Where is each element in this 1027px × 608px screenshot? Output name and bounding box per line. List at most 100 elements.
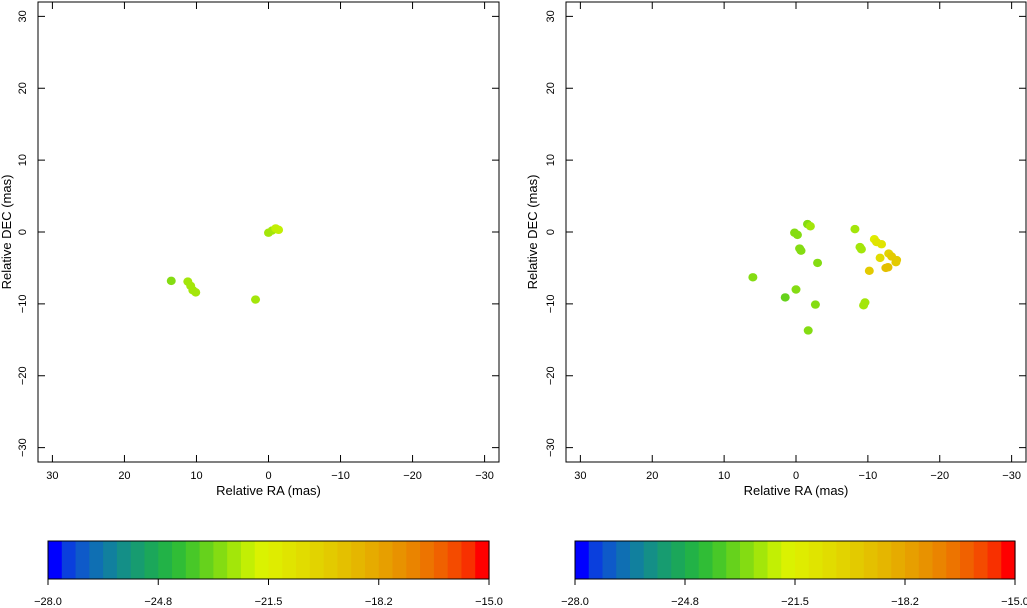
data-point xyxy=(875,253,885,263)
colorbar-swatch xyxy=(973,541,989,579)
colorbar-swatch xyxy=(254,541,270,579)
data-point xyxy=(892,255,902,265)
colorbar-swatch xyxy=(1001,541,1016,579)
data-point xyxy=(805,222,815,231)
colorbar-swatch xyxy=(433,541,449,579)
x-tick-label: −30 xyxy=(1002,470,1021,482)
colorbar-tick-label: −15.0 xyxy=(475,596,503,608)
data-point xyxy=(813,258,823,268)
colorbar-swatch xyxy=(726,541,741,579)
colorbar-swatch xyxy=(795,541,810,579)
data-points xyxy=(748,219,902,335)
colorbar-swatch xyxy=(240,541,256,579)
colorbar-swatch xyxy=(905,541,920,579)
x-axis-label: Relative RA (mas) xyxy=(216,483,321,498)
data-point xyxy=(877,240,887,249)
colorbar-tick-label: −18.2 xyxy=(365,596,393,608)
y-tick-label: −30 xyxy=(17,438,29,457)
colorbar-swatch xyxy=(657,541,672,579)
data-point xyxy=(796,246,806,255)
colorbar-swatch xyxy=(712,541,727,579)
x-tick-label: 30 xyxy=(574,470,586,482)
colorbar-swatch xyxy=(323,541,339,579)
colorbar-swatch xyxy=(891,541,906,579)
colorbar-swatch xyxy=(185,541,201,579)
colorbar-swatch xyxy=(698,541,714,579)
tick-labels: 30 20 10 0 −10 −20 −30 −30 −20 −10 0 10 20 30 xyxy=(17,10,494,482)
x-tick-label: −20 xyxy=(930,470,949,482)
colorbar-swatch xyxy=(877,541,892,579)
x-tick-label: 30 xyxy=(46,470,58,482)
colorbar-swatch xyxy=(767,541,782,579)
data-point xyxy=(251,295,261,304)
data-point xyxy=(191,288,201,297)
tick-labels: 30 20 10 0 −10 −20 −30 −30 −20 −10 0 10 20 30 xyxy=(545,10,1021,482)
colorbar-swatch xyxy=(836,541,851,579)
colorbar-swatch xyxy=(960,541,975,579)
x-tick-label: −30 xyxy=(475,470,494,482)
y-tick-label: −10 xyxy=(545,295,557,314)
colorbar-swatch xyxy=(103,541,118,579)
colorbar-swatch xyxy=(575,541,590,579)
colorbar-swatch xyxy=(296,541,311,579)
y-tick-label: −10 xyxy=(17,295,29,314)
y-tick-label: 0 xyxy=(545,229,557,235)
data-point xyxy=(166,276,176,286)
colorbar-swatch xyxy=(420,541,435,579)
colorbar-swatch xyxy=(753,541,769,579)
right-colorbar: −28.0 −24.8 −21.5 −18.2 −15.0 xyxy=(561,540,1027,608)
colorbar-swatch xyxy=(918,541,934,579)
data-point xyxy=(803,326,813,335)
data-point xyxy=(883,263,893,272)
y-tick-label: −20 xyxy=(545,366,557,385)
data-point xyxy=(856,245,866,254)
y-tick-label: −20 xyxy=(17,366,29,385)
colorbar-tick-label: −24.8 xyxy=(671,596,699,608)
data-point xyxy=(850,224,860,234)
colorbar-swatch xyxy=(268,541,283,579)
colorbar-swatch xyxy=(932,541,947,579)
data-point xyxy=(792,230,802,240)
colorbar-swatch xyxy=(616,541,631,579)
data-point xyxy=(274,225,284,235)
left-scatter-panel: 30 20 10 0 −10 −20 −30 −30 −20 −10 0 10 20 30 Relativ… xyxy=(0,1,500,498)
x-tick-label: 20 xyxy=(118,470,130,482)
colorbar-swatch xyxy=(337,541,352,579)
data-points xyxy=(166,224,284,304)
colorbar-swatch xyxy=(946,541,961,579)
colorbar-swatch xyxy=(309,541,325,579)
x-tick-label: 0 xyxy=(265,470,271,482)
y-tick-label: 10 xyxy=(545,154,557,166)
colorbar-swatch xyxy=(130,541,146,579)
data-point xyxy=(748,273,758,282)
data-point xyxy=(864,266,874,276)
colorbar-tick-label: −24.8 xyxy=(144,596,172,608)
colorbar-tick-label: −18.2 xyxy=(891,596,919,608)
colorbar-swatch xyxy=(808,541,824,579)
colorbar-swatch xyxy=(740,541,755,579)
x-tick-label: 10 xyxy=(718,470,730,482)
colorbar-swatch xyxy=(75,541,90,579)
colorbar-swatch xyxy=(863,541,879,579)
y-tick-label: 0 xyxy=(17,229,29,235)
colorbar-tick-label: −28.0 xyxy=(34,596,62,608)
colorbar-swatch xyxy=(61,541,77,579)
colorbar-swatch xyxy=(282,541,297,579)
y-axis-label: Relative DEC (mas) xyxy=(0,175,14,290)
colorbar-swatch xyxy=(602,541,617,579)
colorbar-swatch xyxy=(822,541,837,579)
data-point xyxy=(780,293,790,302)
colorbar-swatch xyxy=(199,541,214,579)
colorbar-swatch xyxy=(588,541,604,579)
data-point xyxy=(810,300,820,309)
x-tick-label: −20 xyxy=(403,470,422,482)
y-tick-label: 30 xyxy=(545,10,557,22)
axis-ticks xyxy=(566,2,1026,462)
colorbar-swatch xyxy=(643,541,659,579)
y-tick-label: 20 xyxy=(545,82,557,94)
colorbar-swatch xyxy=(364,541,380,579)
colorbar-swatch xyxy=(144,541,159,579)
colorbar-swatch xyxy=(351,541,366,579)
colorbar-swatch xyxy=(378,541,394,579)
